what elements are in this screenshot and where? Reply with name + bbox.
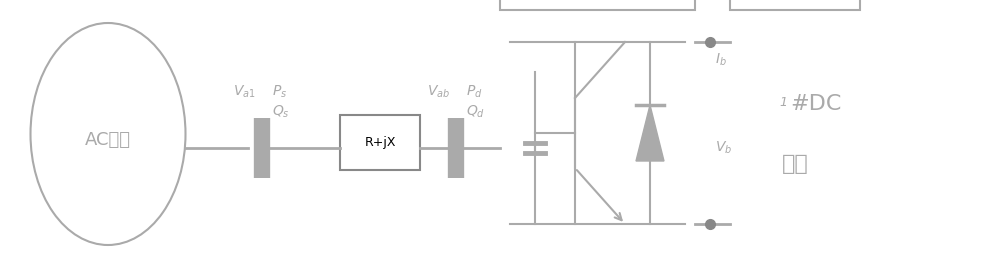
Text: $V_{ab}$: $V_{ab}$ bbox=[427, 84, 450, 100]
Text: $V_b$: $V_b$ bbox=[715, 140, 732, 156]
Bar bbox=[340, 115, 420, 170]
Text: $Q_d$: $Q_d$ bbox=[466, 104, 485, 120]
Text: 1: 1 bbox=[779, 96, 787, 109]
Polygon shape bbox=[636, 105, 664, 161]
Text: R+jX: R+jX bbox=[364, 136, 396, 149]
Text: $I_b$: $I_b$ bbox=[715, 52, 727, 68]
Bar bbox=[730, 0, 860, 10]
Text: $P_s$: $P_s$ bbox=[272, 84, 287, 100]
Text: 微网: 微网 bbox=[782, 154, 808, 174]
Text: #DC: #DC bbox=[790, 94, 841, 114]
Text: $P_d$: $P_d$ bbox=[466, 84, 483, 100]
Text: $V_{a1}$: $V_{a1}$ bbox=[233, 84, 256, 100]
Text: AC微网: AC微网 bbox=[85, 131, 131, 149]
Text: $Q_s$: $Q_s$ bbox=[272, 104, 290, 120]
Bar bbox=[500, 0, 695, 10]
Ellipse shape bbox=[30, 23, 186, 245]
